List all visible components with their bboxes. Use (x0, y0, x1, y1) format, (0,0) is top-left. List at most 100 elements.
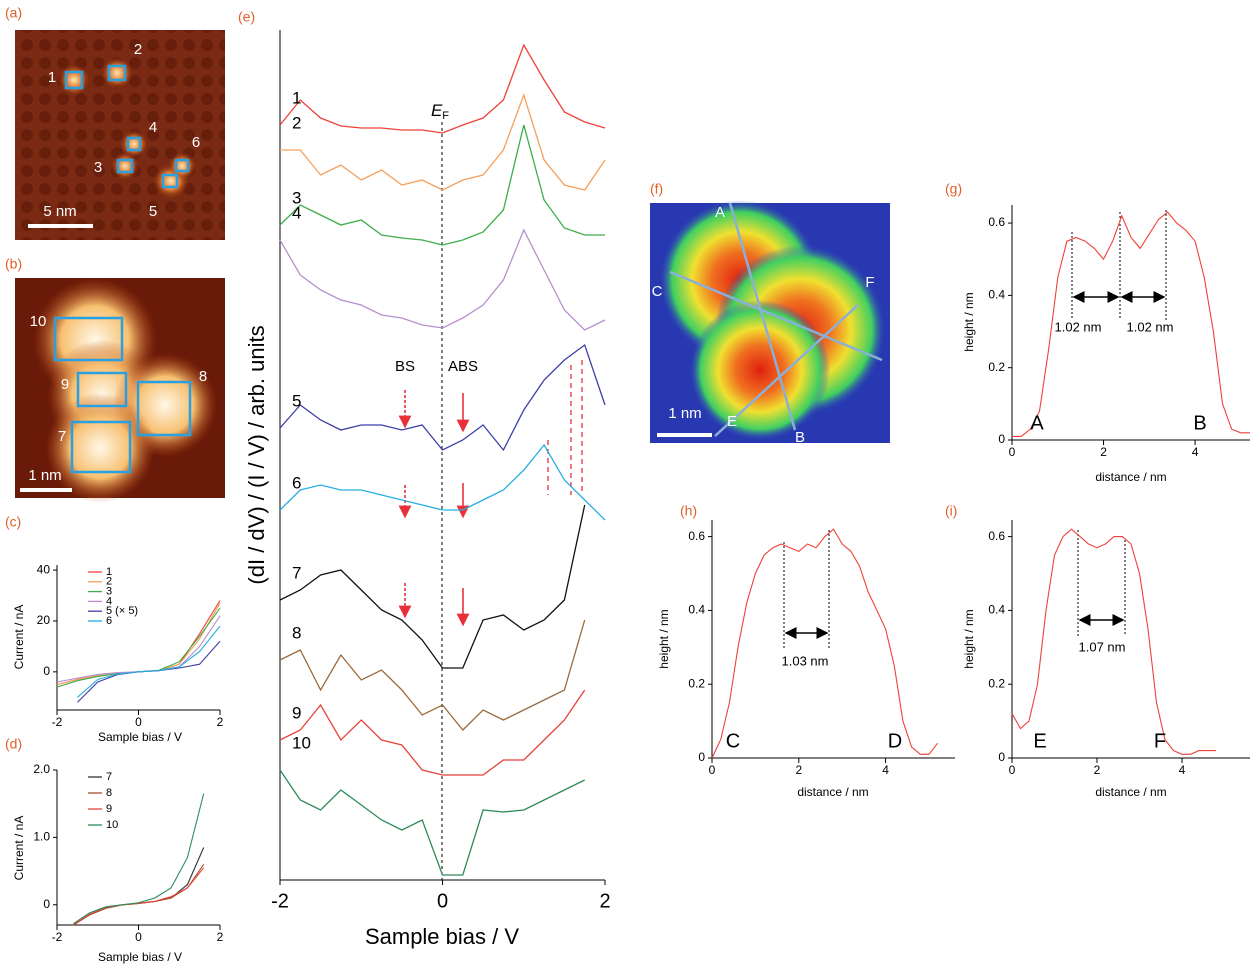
y-tick-label: 0 (698, 750, 705, 764)
series-label: 2 (292, 113, 301, 132)
x-tick-label: 0 (135, 930, 142, 944)
x-tick-label: 4 (1179, 763, 1186, 777)
panel-label: (g) (945, 181, 962, 197)
e-decor (405, 122, 582, 880)
y-axis-label: height / nm (962, 609, 976, 668)
panel-label: (e) (238, 9, 255, 25)
annotation: B (1193, 412, 1206, 434)
fermi-sub: F (442, 110, 449, 122)
series-line (57, 608, 220, 687)
x-axis-label: distance / nm (1095, 785, 1166, 799)
x-tick-label: -2 (52, 715, 63, 729)
x-tick-label: 4 (882, 763, 889, 777)
legend-label: 10 (106, 819, 118, 831)
panel-label: (i) (945, 503, 957, 519)
y-tick-label: 40 (37, 562, 51, 576)
x-tick-label: 0 (1009, 445, 1016, 459)
marker-label: 7 (58, 428, 66, 445)
panel-label: (f) (650, 181, 663, 197)
annotation: ABS (448, 358, 478, 375)
panel-label: (b) (5, 256, 22, 272)
series-line (280, 770, 585, 875)
x-tick-label: 0 (437, 890, 448, 912)
marker-label: 3 (94, 159, 102, 176)
series-line (712, 529, 938, 758)
series-line (280, 505, 585, 668)
fermi-label: EF (431, 101, 449, 121)
x-axis-label: Sample bias / V (98, 950, 182, 964)
x-tick-label: 2 (599, 890, 610, 912)
figure: (a) 1 2 3 4 5 6 5 nm (b) 10 9 8 7 1 nm (… (0, 0, 1253, 973)
fermi-main: E (431, 101, 443, 120)
legend-label: 8 (106, 787, 112, 799)
series-line (73, 864, 203, 925)
annotation: D (888, 730, 902, 752)
marker-label: E (727, 413, 737, 430)
scale-label: 5 nm (43, 203, 76, 220)
y-axis-label: height / nm (962, 292, 976, 351)
y-tick-label: 0.6 (688, 529, 705, 543)
y-tick-label: 0.2 (988, 360, 1005, 374)
panel-label: (d) (5, 736, 22, 752)
y-tick-label: 20 (37, 613, 51, 627)
scale-label: 1 nm (668, 405, 701, 422)
y-axis-label: height / nm (657, 609, 671, 668)
marker-label: 8 (199, 368, 207, 385)
panel-label: (c) (5, 514, 21, 530)
marker-label: D (900, 369, 911, 386)
series-label: 1 (292, 88, 301, 107)
x-tick-label: -2 (52, 930, 63, 944)
annotation: A (1030, 412, 1044, 434)
y-axis-label: (dI / dV) / (I / V) / arb. units (244, 325, 269, 584)
y-tick-label: 2.0 (33, 762, 50, 776)
series-line (73, 868, 203, 925)
marker-label: 2 (134, 41, 142, 58)
y-tick-label: 0 (43, 897, 50, 911)
y-tick-label: 0.2 (688, 676, 705, 690)
marker-label: C (652, 283, 663, 300)
y-axis-label: Current / nA (12, 605, 26, 670)
annotation: E (1033, 730, 1046, 752)
annotation: F (1154, 730, 1166, 752)
annotation: 1.07 nm (1079, 639, 1126, 654)
series-label: 5 (292, 391, 301, 410)
y-tick-label: 0.2 (988, 676, 1005, 690)
x-tick-label: 4 (1192, 445, 1199, 459)
x-tick-label: 2 (217, 930, 224, 944)
series-line (57, 603, 220, 684)
marker-label: A (715, 204, 725, 221)
y-tick-label: 0.6 (988, 215, 1005, 229)
y-tick-label: 0 (998, 750, 1005, 764)
y-axis-label: Current / nA (12, 816, 26, 881)
legend-label: 6 (106, 615, 112, 627)
marker-label: B (795, 429, 805, 446)
x-axis-label: distance / nm (797, 785, 868, 799)
annotation: 1.02 nm (1055, 319, 1102, 334)
x-tick-label: 0 (135, 715, 142, 729)
series-label: 8 (292, 623, 301, 642)
x-tick-label: 2 (795, 763, 802, 777)
x-tick-label: 2 (1100, 445, 1107, 459)
panel-label: (h) (680, 503, 697, 519)
scale-label: 1 nm (28, 467, 61, 484)
y-tick-label: 0.4 (988, 603, 1005, 617)
y-tick-label: 0 (43, 664, 50, 678)
panel-label: (a) (5, 5, 22, 21)
y-tick-label: 0 (998, 432, 1005, 446)
x-axis-label: Sample bias / V (365, 924, 519, 949)
annotation: BS (395, 358, 415, 375)
y-tick-label: 0.4 (988, 288, 1005, 302)
legend-label: 9 (106, 803, 112, 815)
annotation: 1.03 nm (782, 653, 829, 668)
y-tick-label: 1.0 (33, 830, 50, 844)
x-axis-label: Sample bias / V (98, 730, 182, 744)
marker-label: F (865, 274, 874, 291)
marker-label: 1 (48, 69, 56, 86)
annotation: 1.02 nm (1127, 319, 1174, 334)
series-label: 9 (292, 703, 301, 722)
series-line (73, 794, 203, 924)
y-tick-label: 0.4 (688, 603, 705, 617)
series-label: 10 (292, 733, 311, 752)
x-tick-label: 2 (1094, 763, 1101, 777)
marker-label: 9 (61, 376, 69, 393)
